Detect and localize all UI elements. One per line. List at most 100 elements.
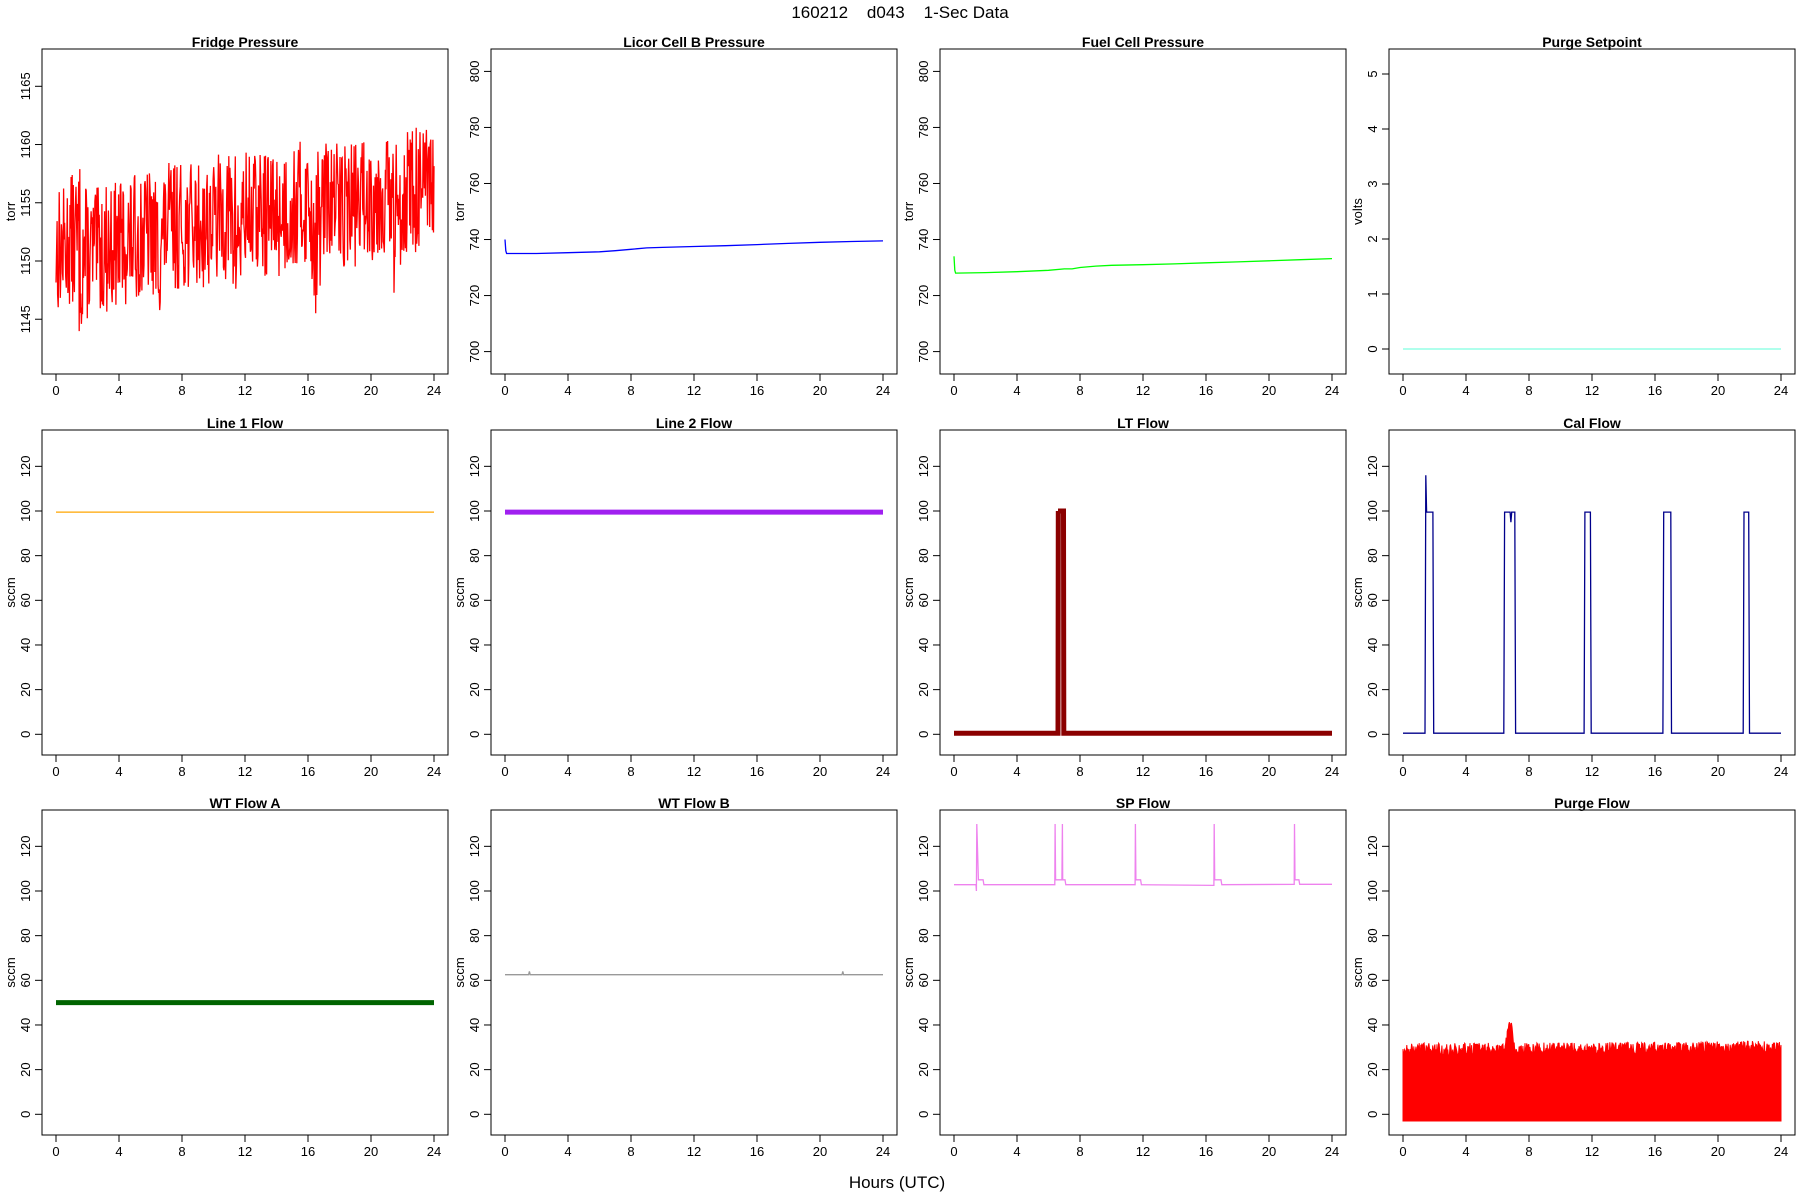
- y-tick-label: 0: [916, 1111, 931, 1118]
- y-tick-label: 100: [18, 880, 33, 902]
- y-tick-label: 0: [467, 731, 482, 738]
- y-tick-label: 40: [916, 1018, 931, 1032]
- y-tick-label: 20: [916, 1062, 931, 1076]
- x-tick-label: 24: [1325, 383, 1339, 398]
- x-tick-label: 24: [876, 383, 890, 398]
- y-tick-label: 20: [18, 682, 33, 696]
- x-tick-label: 4: [1462, 764, 1469, 779]
- y-tick-label: 20: [467, 1062, 482, 1076]
- x-tick-label: 16: [301, 1144, 315, 1159]
- x-tick-label: 20: [364, 383, 378, 398]
- panel-fridge-pressure: Fridge Pressure 0 4 8 12 16 20 24 1145 1150 1155 11…: [3, 34, 449, 398]
- figure-x-axis-label: Hours (UTC): [849, 1173, 945, 1192]
- x-tick-label: 8: [1076, 1144, 1083, 1159]
- x-tick-label: 4: [115, 764, 122, 779]
- y-tick-label: 1145: [18, 305, 33, 333]
- y-tick-label: 60: [467, 593, 482, 607]
- y-tick-label: 60: [467, 973, 482, 987]
- x-tick-label: 12: [1136, 1144, 1150, 1159]
- x-tick-label: 16: [1648, 1144, 1662, 1159]
- x-tick-label: 20: [813, 1144, 827, 1159]
- x-tick-label: 20: [1711, 1144, 1725, 1159]
- y-tick-label: 20: [916, 682, 931, 696]
- x-tick-label: 0: [52, 383, 59, 398]
- y-tick-label: 1: [1365, 290, 1380, 297]
- x-tick-label: 20: [364, 1144, 378, 1159]
- x-tick-label: 8: [1525, 764, 1532, 779]
- y-tick-label: 760: [916, 173, 931, 195]
- x-tick-label: 4: [1462, 1144, 1469, 1159]
- y-axis-label: sccm: [3, 577, 18, 607]
- y-tick-label: 40: [1365, 1018, 1380, 1032]
- y-axis-label: sccm: [901, 577, 916, 607]
- y-tick-label: 80: [916, 548, 931, 562]
- y-tick-label: 700: [467, 341, 482, 363]
- y-axis-label: sccm: [1350, 957, 1365, 987]
- data-series-line: [504, 239, 884, 255]
- y-tick-label: 5: [1365, 70, 1380, 77]
- x-tick-label: 20: [1711, 764, 1725, 779]
- panel-title: Purge Flow: [1554, 795, 1630, 811]
- y-axis-label: torr: [452, 201, 467, 221]
- x-tick-label: 8: [1076, 764, 1083, 779]
- y-tick-label: 80: [18, 928, 33, 942]
- y-tick-label: 20: [1365, 682, 1380, 696]
- x-tick-label: 20: [364, 764, 378, 779]
- panel-sp-flow: SP Flow 0 4 8 12 16 20 24 0 20 40 60 80 100 120 sccm: [901, 795, 1347, 1159]
- y-tick-label: 120: [467, 835, 482, 857]
- x-tick-label: 24: [1325, 1144, 1339, 1159]
- panel-fuel-cell-pressure: Fuel Cell Pressure 0 4 8 12 16 20 24 700 720 740 76…: [901, 34, 1347, 398]
- x-tick-label: 0: [501, 383, 508, 398]
- y-axis-label: torr: [3, 201, 18, 221]
- panel-title: Line 1 Flow: [207, 415, 283, 431]
- y-tick-label: 60: [18, 973, 33, 987]
- plot-frame: [939, 429, 1347, 756]
- x-tick-label: 24: [876, 1144, 890, 1159]
- x-tick-label: 20: [1262, 383, 1276, 398]
- panel-title: Line 2 Flow: [656, 415, 732, 431]
- y-tick-label: 700: [916, 341, 931, 363]
- x-tick-label: 20: [1262, 764, 1276, 779]
- panel-title: Fuel Cell Pressure: [1082, 34, 1204, 50]
- x-tick-label: 4: [564, 1144, 571, 1159]
- x-tick-label: 12: [687, 764, 701, 779]
- x-tick-label: 0: [1399, 383, 1406, 398]
- panel-cal-flow: Cal Flow 0 4 8 12 16 20 24 0 20 40 60 80 100 120 sccm: [1350, 415, 1796, 779]
- data-layer: [954, 508, 1332, 736]
- data-layer: [954, 823, 1332, 892]
- plot-frame: [1388, 48, 1796, 375]
- y-tick-label: 80: [467, 928, 482, 942]
- y-tick-label: 120: [916, 835, 931, 857]
- y-tick-label: 120: [467, 455, 482, 477]
- panel-title: SP Flow: [1116, 795, 1170, 811]
- y-tick-label: 120: [18, 835, 33, 857]
- x-tick-label: 0: [52, 1144, 59, 1159]
- y-tick-label: 40: [916, 638, 931, 652]
- x-tick-label: 0: [52, 764, 59, 779]
- y-tick-label: 720: [467, 285, 482, 307]
- y-tick-label: 0: [467, 1111, 482, 1118]
- x-tick-label: 0: [1399, 764, 1406, 779]
- y-tick-label: 0: [916, 731, 931, 738]
- x-tick-label: 8: [1076, 383, 1083, 398]
- y-tick-label: 20: [1365, 1062, 1380, 1076]
- y-tick-label: 1160: [18, 131, 33, 159]
- x-tick-label: 4: [564, 764, 571, 779]
- y-tick-label: 0: [1365, 731, 1380, 738]
- y-axis-label: torr: [901, 201, 916, 221]
- y-tick-label: 2: [1365, 235, 1380, 242]
- x-tick-label: 0: [950, 383, 957, 398]
- x-tick-label: 0: [950, 1144, 957, 1159]
- x-tick-label: 12: [1585, 1144, 1599, 1159]
- x-tick-label: 20: [1262, 1144, 1276, 1159]
- panel-title: Fridge Pressure: [192, 34, 299, 50]
- panel-wt-flow-a: WT Flow A 0 4 8 12 16 20 24 0 20 40 60 80 100 120 sccm: [3, 795, 449, 1159]
- plot-frame: [1388, 429, 1796, 756]
- x-tick-label: 12: [1585, 764, 1599, 779]
- x-tick-label: 24: [427, 1144, 441, 1159]
- y-tick-label: 60: [916, 973, 931, 987]
- panel-title: Licor Cell B Pressure: [623, 34, 765, 50]
- x-tick-label: 8: [1525, 1144, 1532, 1159]
- x-tick-label: 24: [1774, 383, 1788, 398]
